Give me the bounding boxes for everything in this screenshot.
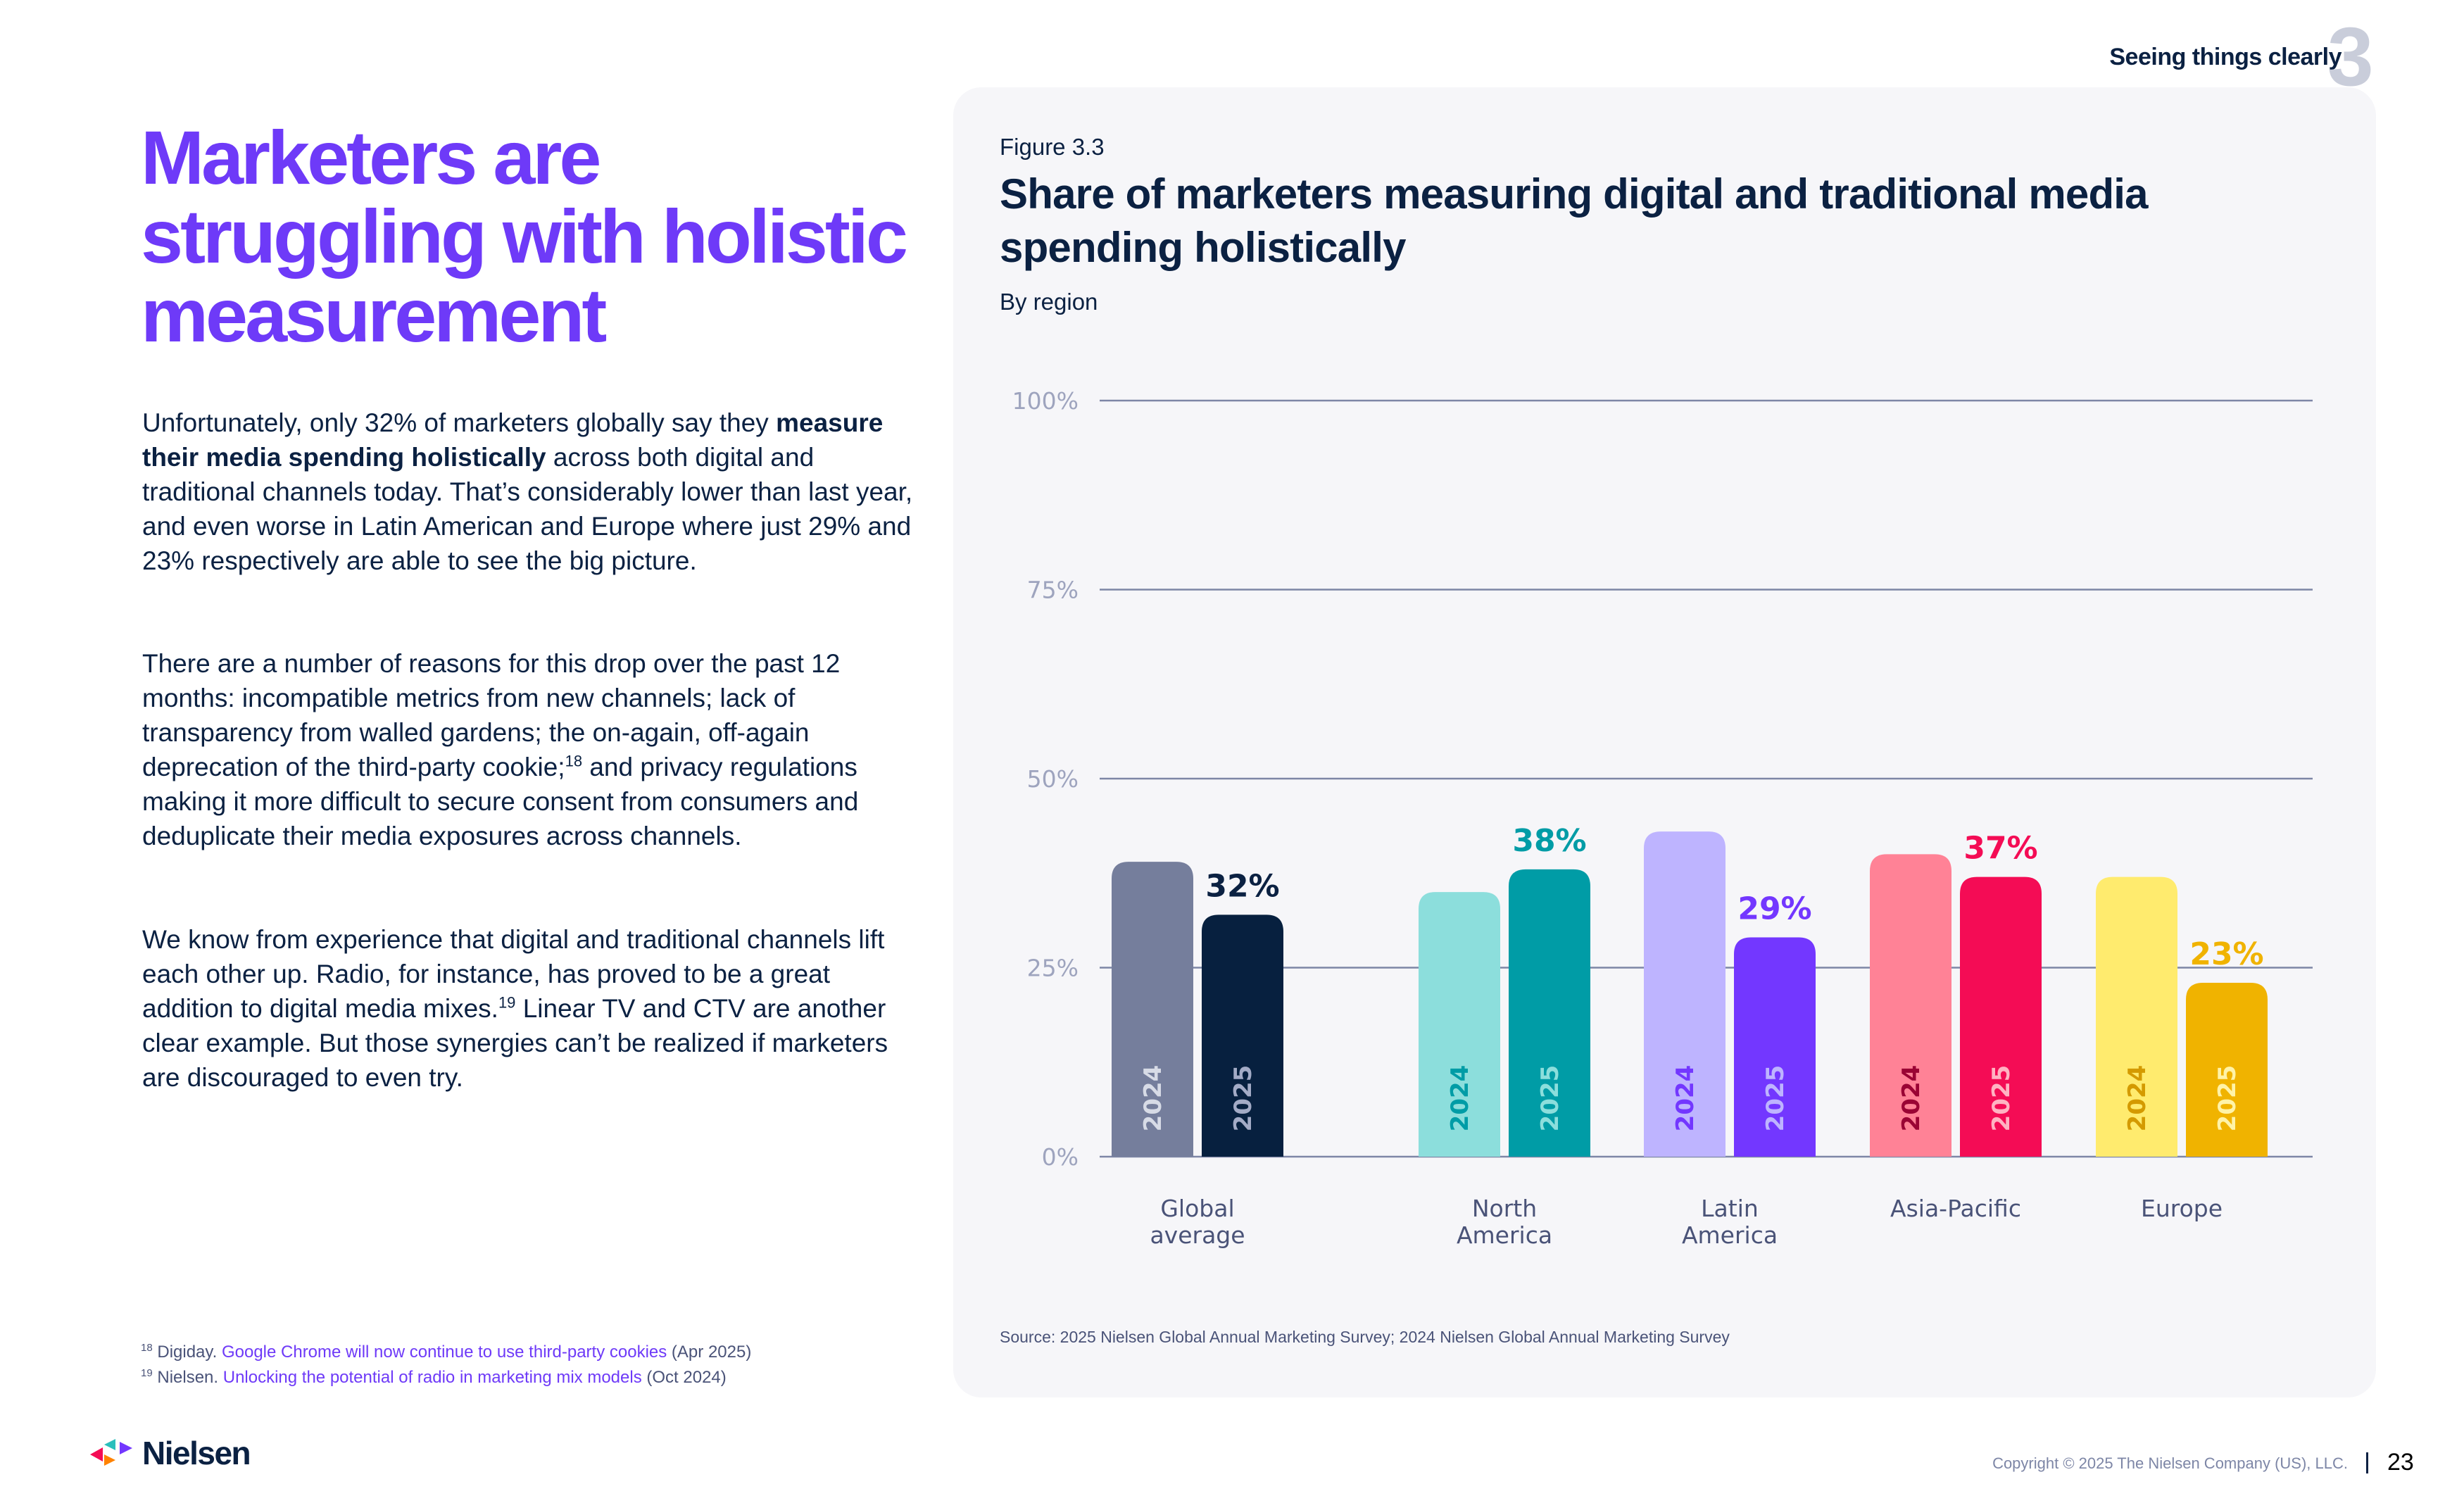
bar-year-label: 2025 xyxy=(1761,1065,1790,1132)
bar-2025 xyxy=(1960,876,2042,1157)
footnote-18: 18 Digiday. Google Chrome will now conti… xyxy=(141,1338,751,1363)
y-tick-label: 25% xyxy=(1027,955,1079,982)
para3-text-end: Linear TV and CTV are another clear exam… xyxy=(142,994,888,1092)
bar-year-label: 2024 xyxy=(1446,1065,1474,1132)
bar-2025 xyxy=(1734,937,1816,1157)
bar-year-label: 2025 xyxy=(1987,1065,2016,1132)
bar-year-label: 2025 xyxy=(2213,1065,2242,1132)
bar-2024 xyxy=(1112,862,1193,1157)
para2-text-start: There are a number of reasons for this d… xyxy=(142,649,841,781)
bar-year-label: 2025 xyxy=(1536,1065,1564,1132)
y-tick-label: 75% xyxy=(1027,577,1079,604)
logo-text: Nielsen xyxy=(142,1435,251,1471)
x-category-label: America xyxy=(1682,1221,1778,1249)
footnote-link[interactable]: Google Chrome will now continue to use t… xyxy=(221,1343,667,1362)
y-tick-label: 0% xyxy=(1042,1143,1079,1171)
copyright-notice: Copyright © 2025 The Nielsen Company (US… xyxy=(1992,1454,2348,1472)
bar-2024 xyxy=(1870,854,1951,1157)
footnote-ref-19[interactable]: 19 xyxy=(498,993,516,1012)
footnote-number: 19 xyxy=(141,1367,153,1379)
bar-2024 xyxy=(1419,892,1500,1157)
para1-text-start: Unfortunately, only 32% of marketers glo… xyxy=(142,408,777,437)
y-tick-label: 50% xyxy=(1027,765,1079,793)
body-paragraph-2: There are a number of reasons for this d… xyxy=(142,646,917,853)
figure-label: Figure 3.3 xyxy=(1000,134,1105,160)
x-category-label: Asia-Pacific xyxy=(1890,1195,2021,1222)
bar-year-label: 2024 xyxy=(1139,1065,1167,1132)
y-tick-label: 100% xyxy=(1012,387,1079,415)
x-category-label: America xyxy=(1457,1221,1552,1249)
para1-bold-phrase: measure their media spending holisticall… xyxy=(142,408,884,472)
footnote-date: (Apr 2025) xyxy=(667,1343,752,1362)
nielsen-logo: Nielsen xyxy=(89,1435,251,1471)
para3-text-start: We know from experience that digital and… xyxy=(142,925,885,1023)
bars xyxy=(1112,831,2268,1157)
bar-2025 xyxy=(1509,869,1590,1157)
bar-value-label: 23% xyxy=(2189,936,2263,972)
figure-card xyxy=(953,87,2376,1397)
bar-year-label: 2024 xyxy=(1897,1065,1925,1132)
bar-year-label: 2024 xyxy=(1671,1065,1699,1132)
page-headline: Marketers are struggling with holistic m… xyxy=(141,115,908,358)
section-number: 3 xyxy=(2327,11,2374,103)
bar-value-label: 37% xyxy=(1963,831,2037,867)
figure-subtitle: By region xyxy=(1000,289,1098,315)
bar-2025 xyxy=(1202,914,1283,1157)
x-category-label: Europe xyxy=(2141,1195,2223,1222)
section-title: Seeing things clearly xyxy=(2109,44,2342,70)
body-paragraph-1: Unfortunately, only 32% of marketers glo… xyxy=(142,406,917,578)
para1-text-end: across both digital and traditional chan… xyxy=(142,443,913,575)
page-number-divider xyxy=(2366,1452,2368,1473)
body-paragraph-3: We know from experience that digital and… xyxy=(142,922,917,1095)
bar-value-label: 32% xyxy=(1205,868,1279,904)
bar-2025 xyxy=(2186,982,2268,1157)
x-category-label: Global xyxy=(1160,1195,1234,1222)
footnote-ref-18[interactable]: 18 xyxy=(565,752,583,770)
bar-year-label: 2025 xyxy=(1229,1065,1257,1132)
nielsen-logo-mark-icon xyxy=(90,1439,132,1466)
footnote-number: 18 xyxy=(141,1342,153,1354)
x-category-label: Latin xyxy=(1701,1195,1759,1222)
bar-2024 xyxy=(1644,831,1726,1157)
x-category-label: North xyxy=(1472,1195,1537,1222)
footnote-source: Digiday. xyxy=(157,1343,222,1362)
bar-2024 xyxy=(2096,876,2177,1157)
para2-text-end: and privacy regulations making it more d… xyxy=(142,753,859,850)
footnote-19: 19 Nielsen. Unlocking the potential of r… xyxy=(141,1363,727,1388)
page-number: 23 xyxy=(2387,1449,2414,1476)
x-category-label: average xyxy=(1150,1221,1245,1249)
footnote-date: (Oct 2024) xyxy=(641,1368,727,1387)
figure-title: Share of marketers measuring digital and… xyxy=(1000,170,2149,271)
bar-value-label: 29% xyxy=(1737,891,1811,927)
figure-source: Source: 2025 Nielsen Global Annual Marke… xyxy=(1000,1328,1730,1346)
footnote-link[interactable]: Unlocking the potential of radio in mark… xyxy=(222,1368,642,1387)
bar-value-label: 38% xyxy=(1512,823,1586,859)
bar-year-label: 2024 xyxy=(2123,1065,2151,1132)
footnote-source: Nielsen. xyxy=(157,1368,223,1387)
